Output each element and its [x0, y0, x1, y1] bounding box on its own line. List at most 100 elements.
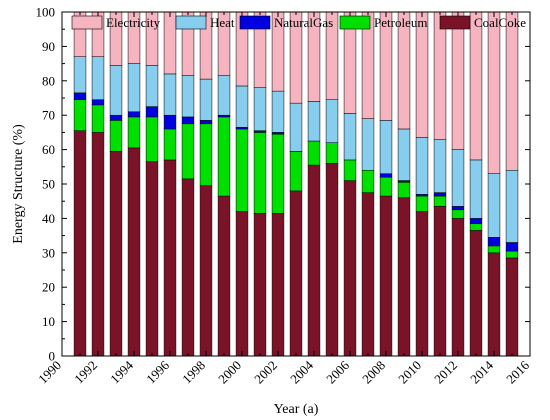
bar-heat-2011	[433, 139, 447, 193]
bar-petroleum-2011	[433, 195, 447, 207]
x-tick-label: 2008	[359, 358, 388, 387]
bar-petroleum-1994	[127, 116, 141, 149]
x-tick-label: 2016	[503, 357, 532, 386]
bar-petroleum-2007	[361, 169, 375, 193]
bar-petroleum-1996	[163, 128, 177, 161]
y-tick-label: 10	[42, 314, 55, 329]
bar-heat-2014	[487, 173, 501, 238]
bar-electricity-2011	[433, 11, 447, 140]
x-tick-label: 1992	[71, 358, 100, 387]
y-tick-label: 20	[42, 280, 55, 295]
bar-petroleum-2002	[271, 133, 285, 214]
bar-petroleum-1991	[73, 99, 87, 131]
bar-naturalgas-1999	[217, 114, 231, 118]
bar-petroleum-2010	[415, 195, 429, 212]
bar-electricity-2012	[451, 11, 465, 150]
bar-coalcoke-1997	[181, 178, 195, 357]
bar-coalcoke-2001	[253, 212, 267, 357]
legend-swatch-heat	[175, 15, 207, 30]
bar-petroleum-1998	[199, 123, 213, 186]
legend-label-coalcoke: CoalCoke	[474, 15, 526, 30]
bar-heat-2015	[505, 169, 519, 243]
bar-naturalgas-1991	[73, 92, 87, 100]
bar-heat-2009	[397, 128, 411, 181]
y-tick-label: 0	[49, 349, 56, 364]
bar-coalcoke-2010	[415, 211, 429, 357]
legend-swatch-coalcoke	[439, 15, 471, 30]
x-tick-label: 1998	[179, 358, 208, 387]
bar-petroleum-2014	[487, 245, 501, 254]
bar-naturalgas-1997	[181, 116, 195, 125]
x-tick-label: 1994	[107, 357, 136, 386]
bar-coalcoke-2015	[505, 257, 519, 357]
bar-heat-1991	[73, 56, 87, 94]
bar-naturalgas-2001	[253, 130, 267, 133]
bar-petroleum-1995	[145, 116, 159, 162]
bar-heat-2012	[451, 149, 465, 207]
bar-electricity-2015	[505, 11, 519, 171]
bar-heat-2008	[379, 120, 393, 174]
x-tick-label: 2002	[251, 358, 280, 387]
y-tick-label: 70	[42, 108, 55, 123]
bar-heat-2013	[469, 159, 483, 219]
legend-label-heat: Heat	[210, 15, 235, 30]
legend-label-electricity: Electricity	[106, 15, 161, 30]
bar-electricity-1996	[163, 11, 177, 75]
y-tick-label: 40	[42, 211, 55, 226]
bar-petroleum-1992	[91, 104, 105, 133]
legend-swatch-electricity	[71, 15, 103, 30]
x-axis-title: Year (a)	[274, 402, 319, 417]
bar-coalcoke-2002	[271, 212, 285, 357]
x-tick-label: 1996	[143, 357, 172, 386]
bar-heat-2004	[307, 101, 321, 142]
y-tick-label: 90	[42, 39, 55, 54]
legend-label-naturalgas: NaturalGas	[274, 15, 333, 30]
bar-heat-1994	[127, 63, 141, 113]
bar-naturalgas-2011	[433, 192, 447, 197]
bar-heat-1998	[199, 78, 213, 121]
bar-coalcoke-2008	[379, 195, 393, 357]
bar-coalcoke-2005	[325, 163, 339, 357]
bar-petroleum-2012	[451, 209, 465, 219]
x-tick-label: 2004	[287, 357, 316, 386]
bar-coalcoke-2000	[235, 211, 249, 357]
bar-coalcoke-2003	[289, 190, 303, 357]
y-tick-label: 60	[42, 142, 55, 157]
bar-heat-2002	[271, 90, 285, 133]
bar-petroleum-2003	[289, 151, 303, 192]
bar-naturalgas-2010	[415, 194, 429, 197]
bar-petroleum-2015	[505, 250, 519, 259]
bar-coalcoke-2009	[397, 197, 411, 357]
bar-naturalgas-1996	[163, 114, 177, 130]
bar-heat-2000	[235, 85, 249, 128]
bar-heat-2007	[361, 118, 375, 171]
bar-electricity-2014	[487, 11, 501, 174]
bar-coalcoke-2014	[487, 252, 501, 357]
bar-naturalgas-1993	[109, 114, 123, 121]
bars-layer	[73, 11, 519, 357]
bar-heat-2003	[289, 102, 303, 152]
bar-naturalgas-1994	[127, 111, 141, 118]
bar-naturalgas-1995	[145, 106, 159, 118]
bar-heat-1997	[181, 75, 195, 118]
bar-naturalgas-2014	[487, 237, 501, 247]
x-tick-label: 2000	[215, 358, 244, 387]
bar-naturalgas-1998	[199, 120, 213, 125]
x-tick-label: 2014	[467, 357, 496, 386]
legend-swatch-petroleum	[339, 15, 371, 30]
bar-coalcoke-2012	[451, 218, 465, 357]
bar-naturalgas-2002	[271, 132, 285, 135]
bar-coalcoke-1992	[91, 132, 105, 357]
bar-coalcoke-1998	[199, 185, 213, 357]
bar-coalcoke-2006	[343, 180, 357, 357]
x-tick-label: 2010	[395, 358, 424, 387]
bar-petroleum-2001	[253, 132, 267, 214]
bar-naturalgas-2009	[397, 180, 411, 183]
bar-heat-1996	[163, 73, 177, 116]
bar-heat-1992	[91, 56, 105, 100]
bar-naturalgas-2012	[451, 206, 465, 211]
bar-coalcoke-1991	[73, 130, 87, 357]
bar-coalcoke-1999	[217, 195, 231, 357]
bar-coalcoke-1994	[127, 147, 141, 357]
